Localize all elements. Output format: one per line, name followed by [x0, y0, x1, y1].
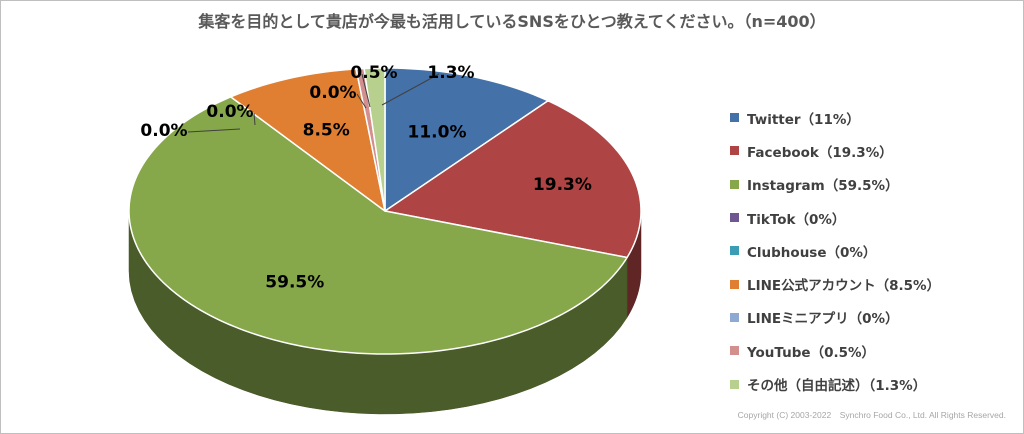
- pie-top: [128, 67, 642, 355]
- legend-swatch: [730, 179, 739, 189]
- legend-label: LINEミニアプリ（0%）: [747, 311, 899, 328]
- leader-line-YouTube: [361, 73, 371, 108]
- leader-line-Clubhouse: [253, 112, 256, 126]
- data-label-Instagram: 59.5%: [265, 272, 324, 292]
- legend-swatch: [730, 379, 739, 389]
- legend-item-その他（自由記述）: その他（自由記述）（1.3%）: [730, 367, 940, 400]
- leader-line-TikTok: [187, 128, 241, 133]
- chart-title: 集客を目的として貴店が今最も活用しているSNSをひとつ教えてください。（n=40…: [198, 12, 826, 31]
- legend-label: YouTube（0.5%）: [747, 344, 876, 361]
- leader-line-その他（自由記述）: [381, 73, 440, 106]
- legend-item-Twitter: Twitter（11%）: [730, 101, 940, 134]
- pie-slice-Instagram: [128, 96, 628, 355]
- data-label-LINEミニアプリ: 0.0%: [309, 83, 356, 103]
- legend-item-LINEミニアプリ: LINEミニアプリ（0%）: [730, 301, 940, 334]
- legend-item-Instagram: Instagram（59.5%）: [730, 168, 940, 201]
- data-label-Clubhouse: 0.0%: [206, 102, 253, 122]
- pie-slice-LINE公式アカウント: [230, 68, 386, 212]
- legend-label: Twitter（11%）: [747, 111, 860, 128]
- legend-swatch: [730, 213, 739, 223]
- legend-swatch: [730, 346, 739, 356]
- legend-label: Clubhouse（0%）: [747, 244, 877, 261]
- legend-swatch: [730, 279, 739, 289]
- data-label-LINE公式アカウント: 8.5%: [303, 121, 350, 141]
- legend-swatch: [730, 146, 739, 156]
- legend-swatch: [730, 113, 739, 123]
- pie-data-labels: 11.0%19.3%59.5%0.0%0.0%8.5%0.0%0.5% 1.3%: [140, 63, 591, 292]
- data-label-Facebook: 19.3%: [533, 175, 592, 195]
- legend-item-YouTube: YouTube（0.5%）: [730, 334, 940, 367]
- legend-item-Facebook: Facebook（19.3%）: [730, 134, 940, 167]
- chart-legend: Twitter（11%） Facebook（19.3%） Instagram（59.…: [730, 101, 940, 401]
- pie-slice-Twitter: [384, 67, 549, 212]
- legend-label: Instagram（59.5%）: [747, 178, 899, 195]
- legend-label: LINE公式アカウント（8.5%）: [747, 278, 941, 295]
- pie-slice-Facebook: [384, 100, 642, 259]
- data-label-Twitter: 11.0%: [408, 122, 467, 142]
- data-label-その他（自由記述）: 1.3%: [427, 63, 474, 83]
- data-label-TikTok: 0.0%: [140, 121, 187, 141]
- legend-item-LINE公式アカウント: LINE公式アカウント（8.5%）: [730, 267, 940, 300]
- legend-swatch: [730, 312, 739, 322]
- copyright-text: Copyright (C) 2003-2022 Synchro Food Co.…: [737, 410, 1006, 420]
- legend-label: Facebook（19.3%）: [747, 144, 893, 161]
- legend-label: TikTok（0%）: [747, 211, 846, 228]
- legend-item-Clubhouse: Clubhouse（0%）: [730, 234, 940, 267]
- legend-label: その他（自由記述）（1.3%）: [747, 378, 927, 395]
- legend-item-TikTok: TikTok（0%）: [730, 201, 940, 234]
- leader-line-LINEミニアプリ: [356, 93, 367, 109]
- data-label-YouTube: 0.5%: [350, 63, 397, 83]
- legend-swatch: [730, 246, 739, 256]
